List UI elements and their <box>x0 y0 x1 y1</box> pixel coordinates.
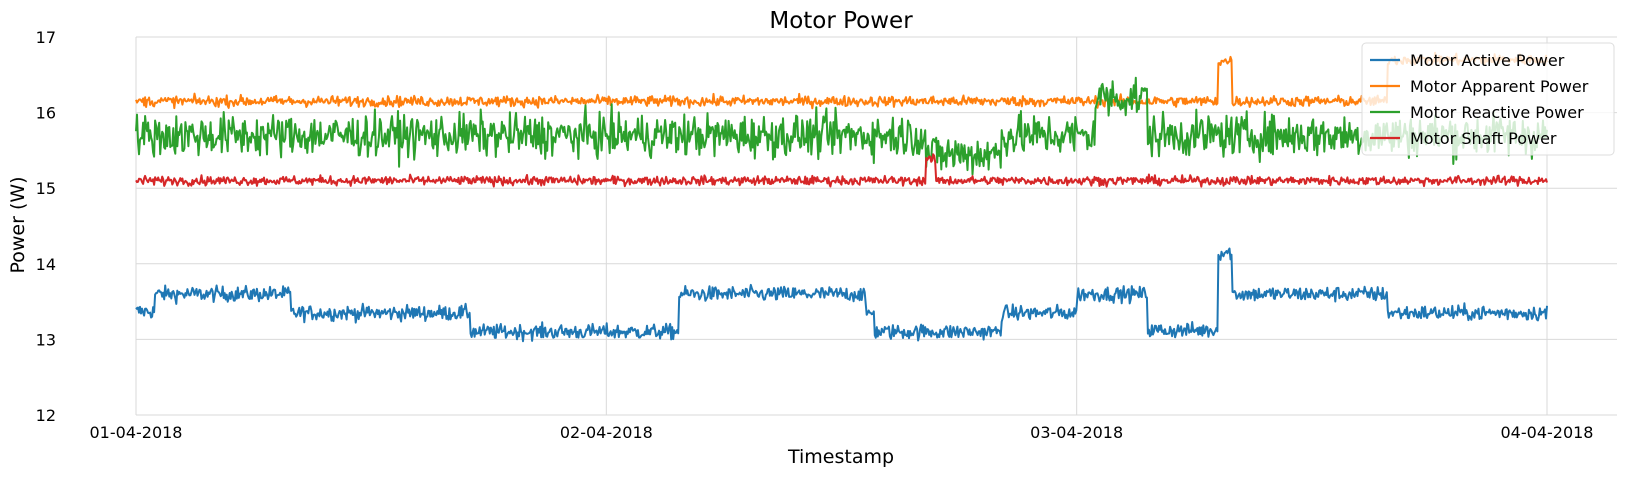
y-tick-label: 12 <box>36 406 56 425</box>
legend: Motor Active Power Motor Apparent Power Mo… <box>1361 42 1615 156</box>
legend-entry: Motor Reactive Power <box>1410 103 1584 122</box>
tick-labels: 12 13 14 15 16 17 01-04-2018 02-04-2018 03-04-20… <box>36 28 1594 442</box>
y-axis-label: Power (W) <box>7 176 29 273</box>
y-tick-label: 16 <box>36 104 56 123</box>
x-tick-label: 04-04-2018 <box>1501 423 1594 442</box>
x-tick-label: 01-04-2018 <box>90 423 183 442</box>
x-tick-label: 02-04-2018 <box>560 423 653 442</box>
series-line-3 <box>135 76 1548 176</box>
legend-entry: Motor Apparent Power <box>1410 77 1589 96</box>
chart-title: Motor Power <box>769 8 913 34</box>
series-line-1 <box>135 247 1548 343</box>
series-line-2 <box>135 51 1548 110</box>
y-tick-label: 17 <box>36 28 56 47</box>
legend-entry: Motor Shaft Power <box>1410 129 1557 148</box>
legend-box <box>1361 42 1615 156</box>
y-tick-label: 13 <box>36 330 56 349</box>
x-tick-label: 03-04-2018 <box>1030 423 1123 442</box>
legend-entry: Motor Active Power <box>1410 51 1565 70</box>
series-lines <box>135 51 1548 343</box>
y-tick-label: 15 <box>36 179 56 198</box>
x-axis-label: Timestamp <box>787 446 894 468</box>
y-tick-label: 14 <box>36 255 56 274</box>
series-line-4 <box>135 153 1548 188</box>
